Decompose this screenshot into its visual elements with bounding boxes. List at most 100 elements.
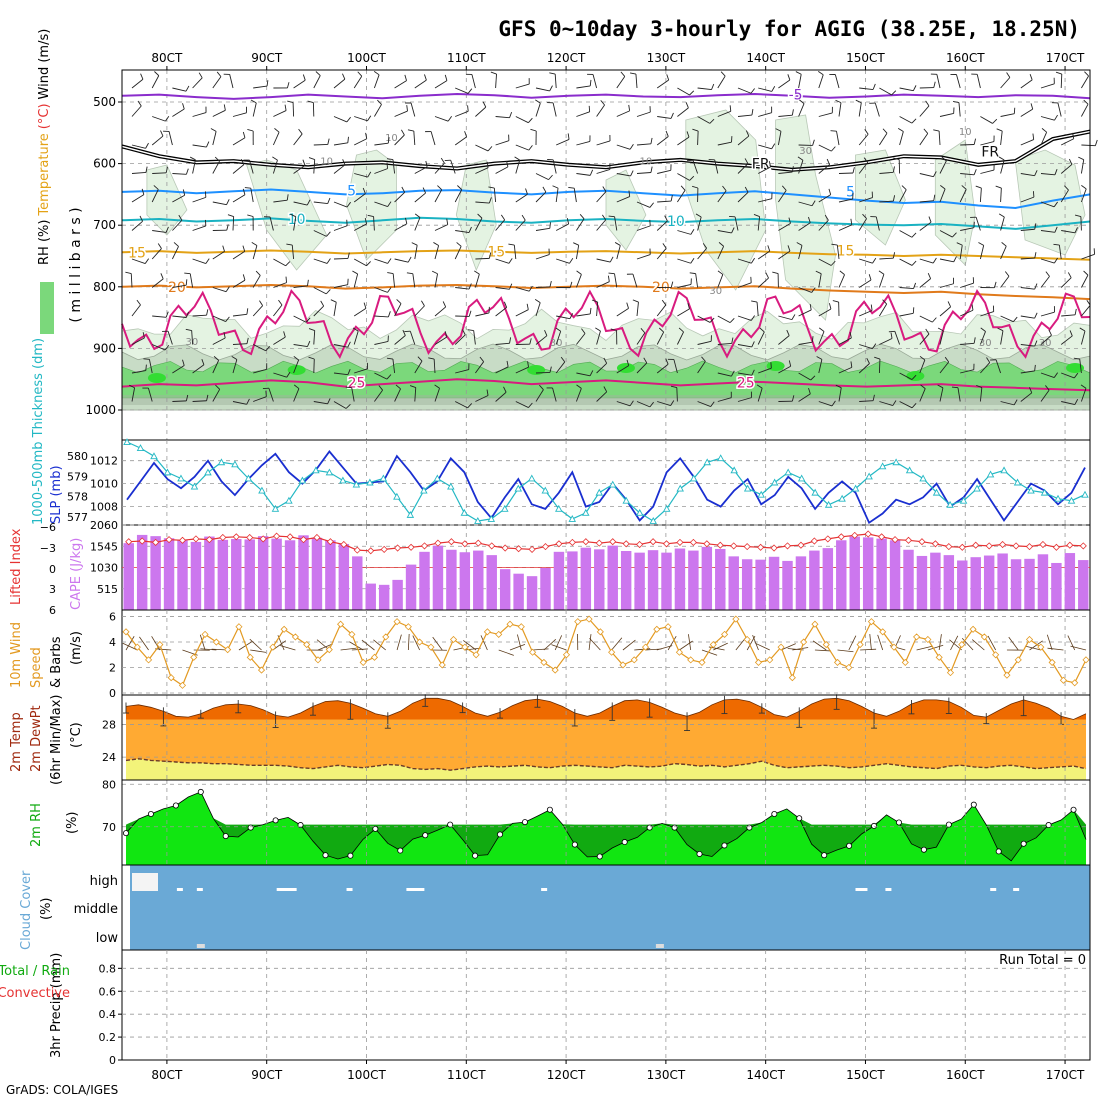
wind-barb [434, 336, 448, 345]
wind-barb-flag [1004, 271, 1010, 277]
wind-barb-10m [667, 635, 677, 651]
wind-barb-flag [503, 301, 508, 308]
wind-barb [838, 102, 842, 117]
wind-barb-flag [330, 299, 337, 303]
thickness-point [366, 478, 374, 486]
wind-barb-flag [701, 356, 706, 362]
precip-panel-frame [121, 949, 1091, 1061]
wind-barb [232, 137, 246, 146]
wind-barb-flag [363, 302, 367, 309]
wind-barb-flag [206, 141, 210, 148]
rh2m-point [945, 821, 952, 828]
wind-barb-flag [345, 403, 351, 409]
wind-barb [859, 344, 873, 350]
wind-barb-flag [290, 213, 296, 218]
wind-barb-flag [528, 117, 533, 123]
wind-tick-label: 2 [109, 662, 116, 675]
wind-barb-flag [689, 90, 695, 96]
wind-barb-flag [1053, 243, 1060, 246]
wind-speed-point [822, 641, 830, 649]
cape-bar [204, 536, 215, 610]
rh2m-point [172, 802, 179, 809]
wind-barb-flag [508, 243, 515, 246]
wind-barb [394, 191, 405, 203]
temp-tick-label: 28 [102, 718, 116, 731]
wind-barb-flag [892, 166, 895, 173]
wind-barb [656, 79, 669, 89]
wind-barb-flag [953, 256, 957, 263]
wind-barb-flag [302, 74, 306, 81]
wind-barb-flag [425, 160, 428, 167]
wind-barb-flag [952, 232, 957, 238]
li-point [878, 533, 886, 541]
wind-barb-flag [897, 128, 904, 132]
wind-barb-flag [293, 355, 299, 361]
cape-bar [392, 579, 403, 610]
wind-barb-10m [554, 635, 563, 651]
thickness-tick-label: 579 [67, 470, 88, 483]
wind-barb [737, 315, 752, 321]
wind-barb [212, 201, 227, 206]
wind-barb [798, 341, 813, 345]
wind-barb [636, 401, 651, 408]
wind-barb-10m [155, 648, 172, 651]
wind-barb-flag [911, 260, 917, 266]
wind-barb [475, 217, 483, 231]
cape-bar [943, 555, 955, 610]
wind-barb [252, 344, 266, 352]
wind-speed-point [167, 674, 175, 682]
rh2m-point [920, 846, 927, 853]
wind-barb-flag [213, 356, 219, 361]
wind-barb [596, 104, 605, 117]
wind-barb [394, 388, 401, 402]
wind-barb [697, 361, 706, 374]
wind-barb-flag [205, 258, 210, 264]
wind-barb-flag [366, 261, 371, 267]
wind-barb [374, 389, 383, 402]
wind-barb [552, 159, 557, 174]
wind-barb-flag [185, 311, 189, 318]
wind-barb-flag [1083, 270, 1089, 276]
run-total-label: Run Total = 0 [999, 953, 1086, 968]
wind-barb [834, 74, 840, 89]
li-point [676, 538, 684, 546]
wind-barb [734, 216, 739, 231]
wind-barb-10m [361, 639, 375, 651]
cape-bar [983, 555, 995, 610]
rh2m-tick-label: 80 [102, 778, 116, 791]
wind-barb-flag [791, 109, 794, 116]
li-tick-label: 0 [49, 563, 56, 576]
wind-barb [899, 372, 913, 380]
wind-barb [859, 87, 874, 90]
wind-barb-flag [649, 202, 654, 208]
wind-speed-point [1025, 635, 1034, 644]
thickness-point [973, 484, 981, 492]
rh2m-point [422, 832, 429, 839]
wind-barb-flag [250, 99, 257, 104]
wind-barb-flag [603, 386, 608, 393]
wind-barb-flag [933, 81, 936, 88]
rh2m-point [372, 825, 379, 832]
wind-barb [818, 359, 823, 374]
wind-barb [980, 311, 994, 317]
wind-barb [192, 144, 207, 148]
wind-barb [717, 274, 724, 288]
li-point [340, 540, 348, 549]
wind-barb [229, 74, 234, 89]
wind-barb [232, 112, 247, 117]
thickness-point [865, 472, 873, 480]
wind-barb [879, 87, 892, 96]
wind-barb [171, 246, 179, 260]
wind-speed-point [664, 623, 672, 631]
cape-bar [889, 540, 901, 610]
li-point [891, 536, 899, 544]
wind-barb-flag [251, 242, 258, 246]
cape-bar [567, 551, 578, 610]
wind-barb-flag [305, 317, 311, 323]
wind-barb [414, 217, 421, 231]
wind-barb [858, 162, 869, 174]
wind-barb-flag [424, 74, 427, 81]
rh2m-point [771, 811, 778, 818]
wind-speed-point [619, 661, 627, 669]
wind-barb-flag [751, 341, 755, 348]
